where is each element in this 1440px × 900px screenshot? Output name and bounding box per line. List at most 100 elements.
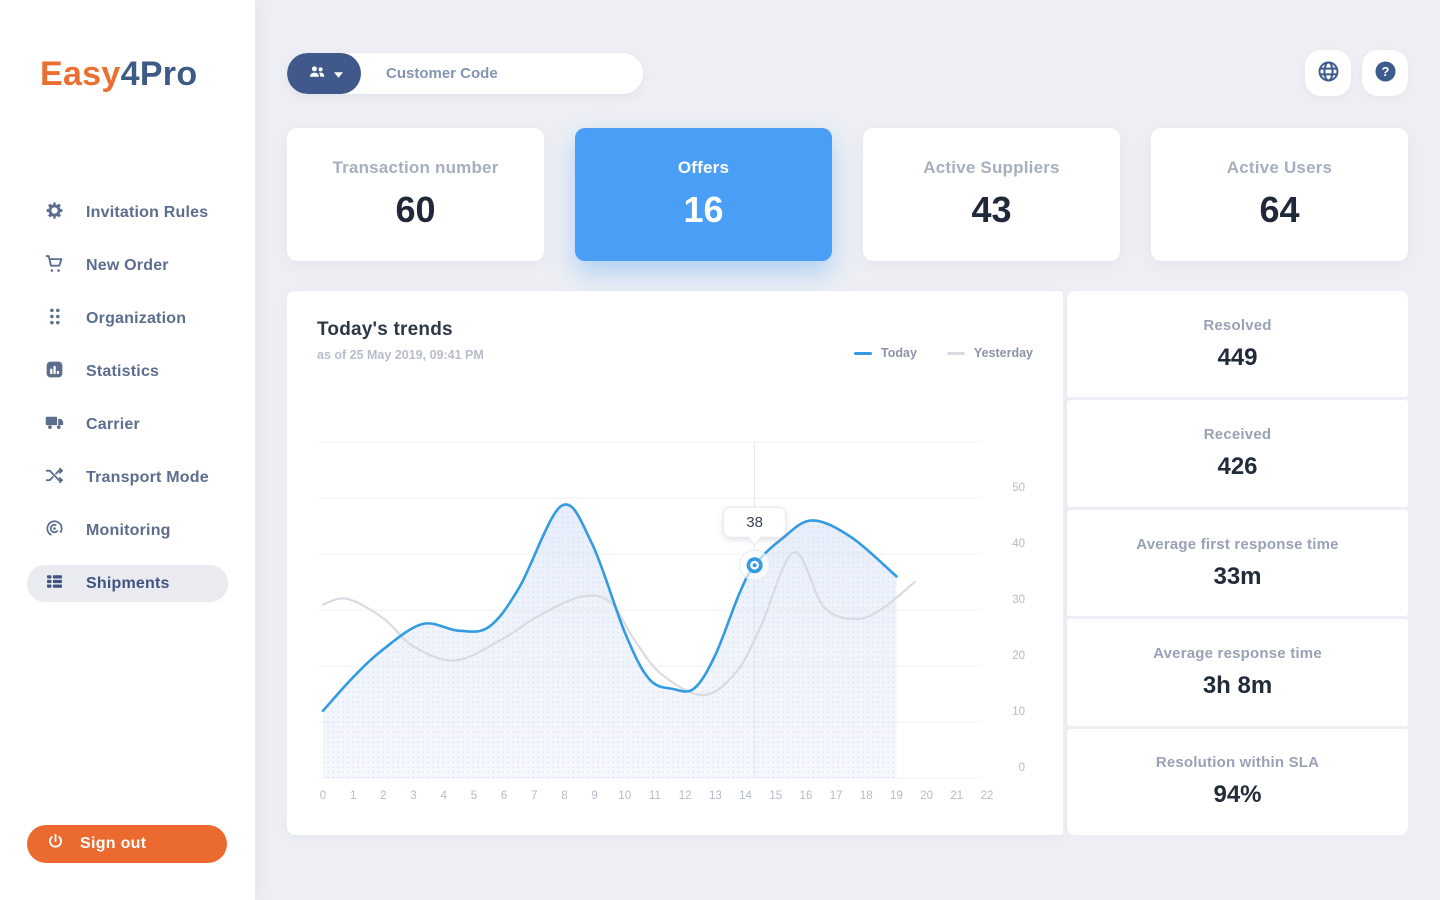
svg-text:4: 4: [441, 790, 448, 802]
svg-text:14: 14: [739, 790, 752, 802]
brand-part-4pro: 4Pro: [120, 55, 198, 93]
globe-icon: [1316, 59, 1341, 87]
stat-card-offers[interactable]: Offers 16: [575, 128, 832, 261]
brand-logo: Easy4Pro: [0, 0, 255, 94]
svg-text:6: 6: [501, 790, 507, 802]
chart-legend: Today Yesterday: [854, 346, 1033, 362]
svg-text:5: 5: [471, 790, 477, 802]
legend-item-yesterday[interactable]: Yesterday: [946, 346, 1033, 360]
svg-text:9: 9: [591, 790, 597, 802]
sidebar-item-label: Monitoring: [86, 521, 171, 539]
svg-text:0: 0: [1019, 762, 1025, 774]
svg-text:1: 1: [350, 790, 356, 802]
kpi-label: Received: [1203, 426, 1272, 444]
bar-chart-icon: [44, 359, 65, 385]
svg-text:20: 20: [1012, 650, 1025, 662]
cart-icon: [44, 253, 65, 279]
stat-card-active-suppliers[interactable]: Active Suppliers 43: [863, 128, 1120, 261]
language-button[interactable]: [1305, 50, 1351, 96]
svg-text:22: 22: [981, 790, 994, 802]
sidebar-item-monitoring[interactable]: Monitoring: [27, 512, 228, 549]
sidebar-item-label: Organization: [86, 309, 187, 327]
shuffle-icon: [44, 465, 65, 491]
svg-text:13: 13: [709, 790, 722, 802]
stat-card-value: 43: [971, 189, 1012, 230]
svg-text:0: 0: [320, 790, 326, 802]
sidebar-item-label: Carrier: [86, 415, 140, 433]
truck-icon: [44, 412, 65, 438]
kpi-label: Average response time: [1153, 644, 1322, 662]
svg-text:16: 16: [800, 790, 813, 802]
stat-card-label: Transaction number: [332, 158, 499, 177]
sidebar-item-carrier[interactable]: Carrier: [27, 406, 228, 443]
kpi-label: Average first response time: [1136, 535, 1339, 553]
svg-text:?: ?: [1381, 64, 1389, 79]
kpi-value: 449: [1217, 343, 1258, 371]
kpi-average-response-time: Average response time 3h 8m: [1067, 619, 1408, 726]
stat-card-label: Offers: [677, 158, 730, 177]
chart-title: Today's trends: [317, 319, 453, 340]
sidebar: Easy4Pro Invitation Rules New Order Orga…: [0, 0, 255, 900]
kpi-value: 3h 8m: [1202, 671, 1273, 699]
kpi-resolution-within-sla: Resolution within SLA 94%: [1067, 728, 1408, 836]
svg-text:60: 60: [1012, 436, 1025, 438]
sidebar-item-shipments[interactable]: Shipments: [27, 565, 228, 602]
sidebar-item-label: Transport Mode: [86, 468, 209, 486]
search-category-button[interactable]: [287, 52, 361, 94]
sidebar-item-label: New Order: [86, 256, 169, 274]
stat-card-value: 60: [395, 189, 436, 230]
svg-text:18: 18: [860, 790, 873, 802]
list-icon: [44, 571, 65, 597]
trends-card: Today's trends as of 25 May 2019, 09:41 …: [287, 291, 1063, 835]
users-icon: [306, 61, 328, 86]
sign-out-button[interactable]: Sign out: [27, 825, 227, 863]
svg-text:20: 20: [920, 790, 933, 802]
svg-text:15: 15: [769, 790, 782, 802]
stat-card-label: Active Suppliers: [923, 158, 1060, 177]
dots-grid-icon: [44, 306, 65, 332]
svg-text:17: 17: [830, 790, 843, 802]
power-icon: [46, 832, 65, 856]
brand-part-easy: Easy: [40, 55, 121, 93]
sidebar-item-label: Invitation Rules: [86, 203, 209, 221]
svg-text:3: 3: [410, 790, 416, 802]
sidebar-item-invitation-rules[interactable]: Invitation Rules: [27, 194, 228, 231]
chevron-down-icon: [333, 66, 343, 81]
help-button[interactable]: ?: [1362, 50, 1408, 96]
sidebar-item-organization[interactable]: Organization: [27, 300, 228, 337]
svg-text:12: 12: [679, 790, 692, 802]
sidebar-item-label: Statistics: [86, 362, 160, 380]
search-input[interactable]: [361, 64, 643, 82]
kpi-label: Resolution within SLA: [1155, 754, 1320, 772]
sidebar-item-new-order[interactable]: New Order: [27, 247, 228, 284]
kpi-value: 426: [1217, 453, 1258, 481]
help-icon: ?: [1373, 59, 1398, 87]
svg-text:19: 19: [890, 790, 903, 802]
kpi-value: 94%: [1213, 781, 1262, 809]
legend-item-today[interactable]: Today: [854, 346, 917, 360]
svg-text:8: 8: [561, 790, 567, 802]
trend-line-chart[interactable]: 0102030405060012345678910111213141516171…: [317, 436, 1033, 812]
main-content: ? Transaction number 60 Offers 16 Active…: [255, 0, 1440, 900]
stat-card-transaction-number[interactable]: Transaction number 60: [287, 128, 544, 261]
sidebar-menu: Invitation Rules New Order Organization …: [0, 194, 255, 602]
chart-tooltip: 38: [723, 506, 787, 546]
sidebar-item-transport-mode[interactable]: Transport Mode: [27, 459, 228, 496]
svg-text:2: 2: [380, 790, 386, 802]
svg-text:21: 21: [950, 790, 963, 802]
chart-subtitle: as of 25 May 2019, 09:41 PM: [317, 348, 484, 362]
stat-card-active-users[interactable]: Active Users 64: [1151, 128, 1408, 261]
topbar: ?: [287, 50, 1408, 96]
legend-label: Yesterday: [973, 346, 1033, 360]
sidebar-item-label: Shipments: [86, 574, 170, 592]
svg-text:38: 38: [746, 514, 763, 531]
svg-text:30: 30: [1012, 594, 1025, 606]
svg-text:10: 10: [1012, 706, 1025, 718]
sidebar-item-statistics[interactable]: Statistics: [27, 353, 228, 390]
yesterday-line: [321, 551, 916, 697]
legend-label: Today: [881, 346, 917, 360]
stat-cards-row: Transaction number 60 Offers 16 Active S…: [287, 128, 1408, 261]
chart-header: Today's trends as of 25 May 2019, 09:41 …: [317, 319, 1033, 362]
stat-card-value: 64: [1259, 189, 1300, 230]
